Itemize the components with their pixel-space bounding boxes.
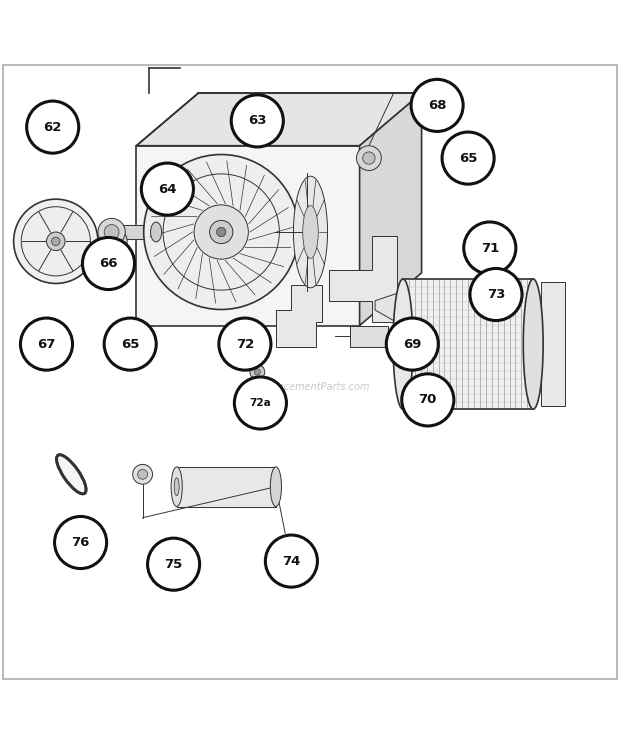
Polygon shape [136, 146, 360, 326]
Circle shape [51, 237, 60, 246]
Circle shape [464, 222, 516, 274]
Ellipse shape [293, 176, 327, 288]
Text: eReplacementParts.com: eReplacementParts.com [250, 382, 370, 393]
Ellipse shape [151, 222, 162, 242]
Ellipse shape [56, 455, 86, 494]
Ellipse shape [393, 279, 413, 409]
Circle shape [148, 538, 200, 590]
Circle shape [386, 318, 438, 370]
Circle shape [133, 464, 153, 484]
Circle shape [100, 228, 127, 255]
Polygon shape [329, 236, 397, 322]
Polygon shape [541, 282, 565, 406]
Circle shape [265, 535, 317, 587]
Ellipse shape [523, 279, 543, 409]
Text: 66: 66 [99, 257, 118, 270]
Circle shape [55, 516, 107, 568]
Circle shape [363, 152, 375, 164]
Circle shape [210, 220, 233, 243]
Circle shape [20, 318, 73, 370]
Polygon shape [350, 326, 388, 347]
Polygon shape [177, 467, 276, 507]
Circle shape [138, 469, 148, 479]
Text: 69: 69 [403, 338, 422, 350]
Text: 65: 65 [121, 338, 140, 350]
Circle shape [234, 377, 286, 429]
Text: 76: 76 [71, 536, 90, 549]
Text: 63: 63 [248, 115, 267, 127]
Circle shape [356, 146, 381, 170]
Circle shape [216, 228, 226, 237]
Ellipse shape [399, 321, 408, 367]
Circle shape [21, 207, 91, 276]
Polygon shape [136, 93, 422, 146]
Text: 65: 65 [459, 152, 477, 164]
Text: 62: 62 [43, 121, 62, 134]
Circle shape [231, 94, 283, 147]
Ellipse shape [303, 205, 318, 258]
Circle shape [27, 101, 79, 153]
Polygon shape [276, 285, 322, 347]
Circle shape [411, 80, 463, 132]
Text: 70: 70 [418, 394, 437, 406]
Text: 64: 64 [158, 182, 177, 196]
Text: 73: 73 [487, 288, 505, 301]
Polygon shape [403, 279, 533, 409]
Ellipse shape [174, 478, 179, 496]
Text: 68: 68 [428, 99, 446, 112]
Circle shape [219, 318, 271, 370]
Polygon shape [360, 93, 422, 326]
Text: 72: 72 [236, 338, 254, 350]
Text: 75: 75 [164, 558, 183, 571]
Circle shape [82, 237, 135, 289]
Text: 67: 67 [37, 338, 56, 350]
Circle shape [46, 232, 65, 251]
Circle shape [104, 225, 119, 240]
Circle shape [194, 205, 249, 259]
Text: 74: 74 [282, 554, 301, 568]
Circle shape [144, 155, 299, 310]
Text: 71: 71 [480, 242, 499, 254]
Circle shape [105, 234, 122, 249]
Ellipse shape [171, 467, 182, 507]
Circle shape [98, 219, 125, 246]
Circle shape [402, 373, 454, 426]
Circle shape [254, 369, 260, 375]
Circle shape [141, 163, 193, 215]
Text: 72a: 72a [249, 398, 272, 408]
Polygon shape [375, 292, 415, 322]
Circle shape [250, 365, 265, 379]
Circle shape [14, 199, 98, 283]
Circle shape [104, 318, 156, 370]
Ellipse shape [270, 467, 281, 507]
Circle shape [442, 132, 494, 184]
Circle shape [470, 269, 522, 321]
